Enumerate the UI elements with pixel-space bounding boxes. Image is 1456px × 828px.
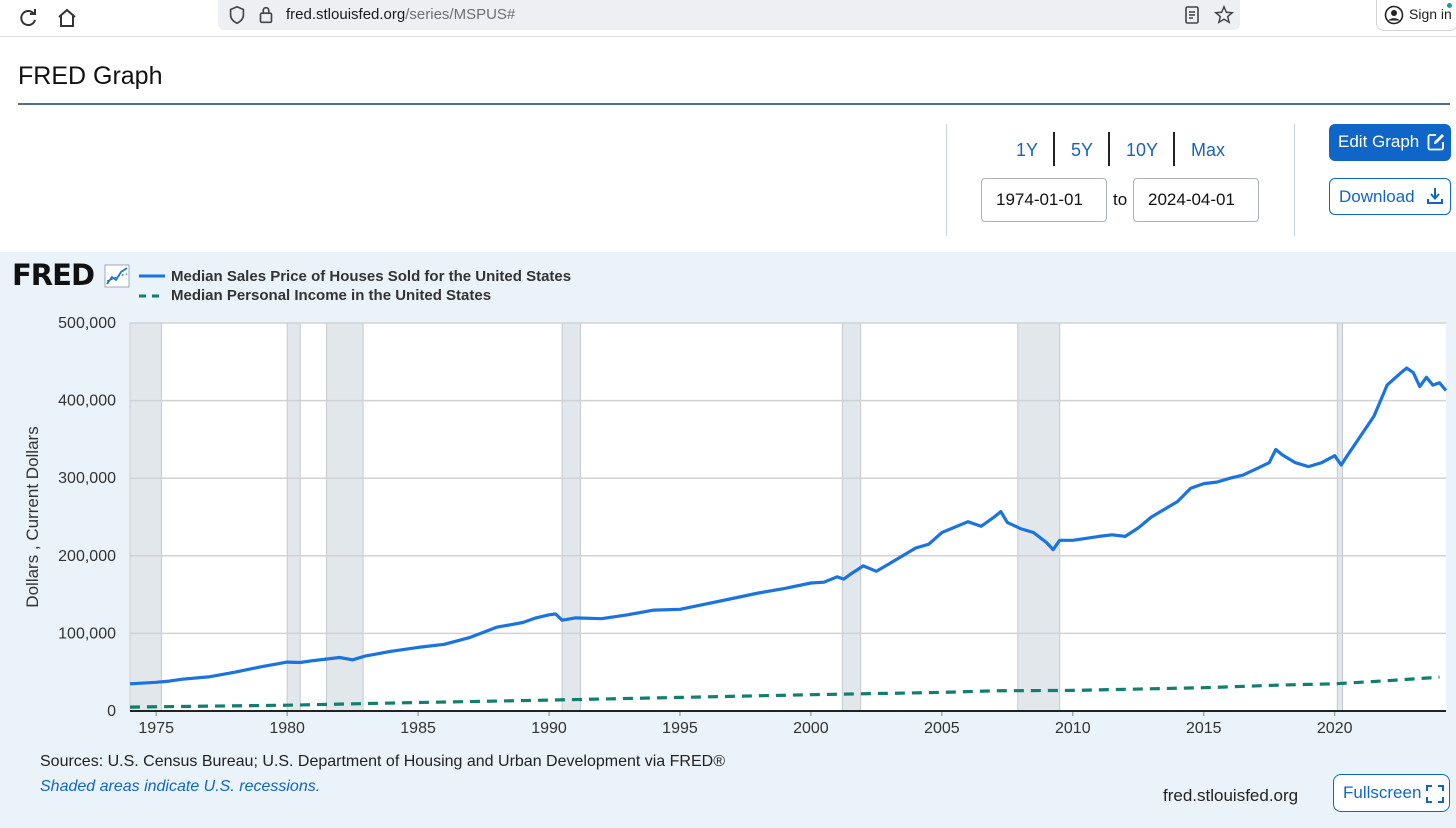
download-button[interactable]: Download xyxy=(1329,178,1451,215)
series-lines xyxy=(129,366,1448,709)
recession-band xyxy=(562,323,581,711)
x-tick-label: 2000 xyxy=(793,720,829,737)
recession-band xyxy=(1017,323,1060,711)
series-line-median-personal-income xyxy=(129,675,1440,709)
sources-text: Sources: U.S. Census Bureau; U.S. Depart… xyxy=(40,753,725,770)
range-5y-button[interactable]: 5Y xyxy=(1071,140,1094,160)
recession-band xyxy=(326,323,364,711)
range-10y-button[interactable]: 10Y xyxy=(1126,140,1159,160)
fullscreen-icon xyxy=(1426,785,1444,803)
range-separator xyxy=(1108,132,1110,166)
range-max-button[interactable]: Max xyxy=(1191,140,1226,160)
series-line-median-house-price xyxy=(129,366,1448,686)
page-title: FRED Graph xyxy=(18,62,163,90)
y-tick-label: 200,000 xyxy=(58,548,116,565)
title-divider xyxy=(18,103,1450,105)
notification-dot xyxy=(1447,3,1452,8)
url-path: /series/MSPUS# xyxy=(405,6,516,23)
y-tick-label: 0 xyxy=(107,703,116,720)
edit-icon xyxy=(1427,134,1444,151)
recession-band xyxy=(130,323,162,711)
reload-icon[interactable] xyxy=(16,6,40,30)
fullscreen-button[interactable]: Fullscreen xyxy=(1333,774,1450,812)
y-tick-label: 300,000 xyxy=(58,470,116,487)
download-label: Download xyxy=(1339,187,1415,206)
recession-band xyxy=(287,323,301,711)
legend-series-2: Median Personal Income in the United Sta… xyxy=(171,287,492,304)
recession-band xyxy=(1337,323,1343,711)
sign-in-button[interactable]: Sign in xyxy=(1376,0,1456,31)
y-tick-label: 100,000 xyxy=(58,625,116,642)
url-host: fred.stlouisfed.org xyxy=(286,6,406,23)
axes: 0 100,000 200,000 300,000 400,000 500,000 1975… xyxy=(58,315,1446,737)
edit-graph-label: Edit Graph xyxy=(1338,132,1420,151)
x-tick-label: 1995 xyxy=(662,720,698,737)
download-icon xyxy=(1427,188,1443,204)
x-tick-label: 1980 xyxy=(269,720,305,737)
home-icon[interactable] xyxy=(55,6,79,30)
legend-key-icon xyxy=(139,274,165,298)
x-tick-label: 2010 xyxy=(1055,720,1091,737)
y-tick-label: 500,000 xyxy=(58,315,116,332)
shield-icon[interactable] xyxy=(226,4,248,26)
url-text: fred.stlouisfed.org/series/MSPUS# xyxy=(286,6,515,23)
recession-bands xyxy=(129,323,1344,711)
recession-band xyxy=(842,323,861,711)
end-date-input[interactable] xyxy=(1133,178,1259,222)
bookmark-star-icon[interactable] xyxy=(1213,4,1235,26)
browser-toolbar: fred.stlouisfed.org/series/MSPUS# Sign i… xyxy=(0,0,1456,37)
x-tick-label: 2015 xyxy=(1186,720,1222,737)
x-tick-label: 1975 xyxy=(138,720,174,737)
line-chart: 0 100,000 200,000 300,000 400,000 500,000 1975… xyxy=(23,315,1448,737)
y-axis-title: Dollars , Current Dollars xyxy=(23,426,42,607)
fred-logo: FRED xyxy=(12,258,95,292)
y-tick-label: 400,000 xyxy=(58,393,116,410)
controls-divider-right xyxy=(1294,124,1295,236)
x-tick-label: 1990 xyxy=(531,720,567,737)
lock-icon[interactable] xyxy=(256,4,276,26)
fullscreen-label: Fullscreen xyxy=(1343,783,1422,802)
start-date-input[interactable] xyxy=(981,178,1107,222)
x-tick-label: 1985 xyxy=(400,720,436,737)
edit-graph-button[interactable]: Edit Graph xyxy=(1329,124,1451,161)
account-icon xyxy=(1384,5,1404,25)
trend-chart-icon xyxy=(104,264,130,288)
range-1y-button[interactable]: 1Y xyxy=(1016,140,1039,160)
legend-series-1: Median Sales Price of Houses Sold for th… xyxy=(171,268,572,285)
x-tick-label: 2005 xyxy=(924,720,960,737)
recession-note[interactable]: Shaded areas indicate U.S. recessions. xyxy=(40,778,321,795)
range-separator xyxy=(1173,132,1175,166)
reader-view-icon[interactable] xyxy=(1182,5,1202,25)
controls-divider-left xyxy=(946,124,947,236)
site-label: fred.stlouisfed.org xyxy=(1163,786,1299,805)
x-tick-label: 2020 xyxy=(1317,720,1353,737)
sign-in-label: Sign in xyxy=(1409,6,1452,22)
date-range-to-label: to xyxy=(1113,190,1128,209)
address-bar[interactable] xyxy=(218,0,1240,30)
range-separator xyxy=(1053,132,1055,166)
